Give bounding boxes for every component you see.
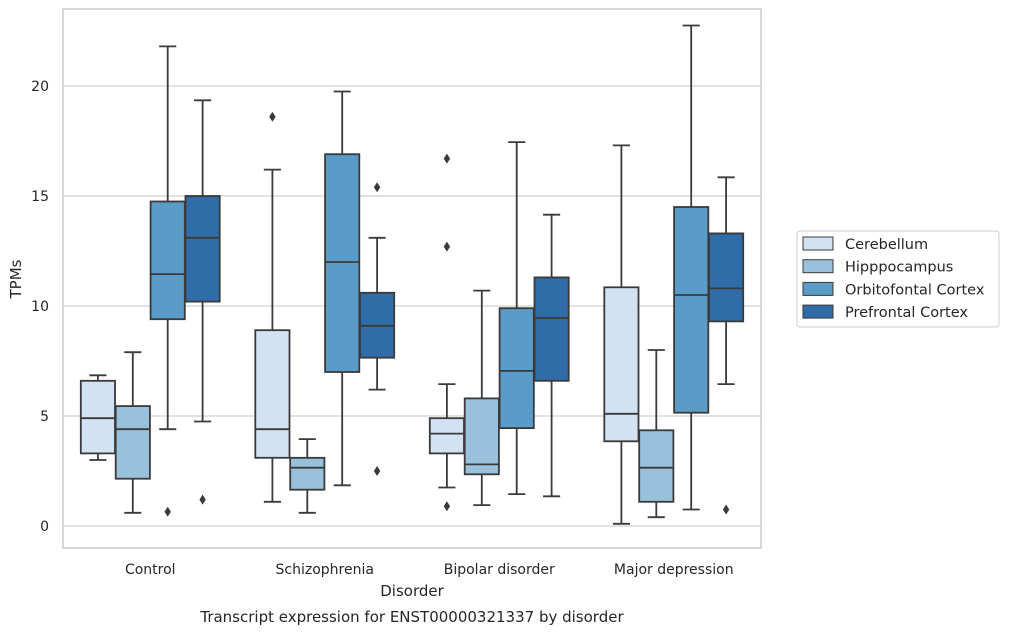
legend-frame xyxy=(796,230,1000,328)
x-tick-label: Bipolar disorder xyxy=(444,562,555,578)
legend-swatch xyxy=(802,304,834,319)
box-1-3 xyxy=(359,182,396,476)
box-0-3 xyxy=(184,99,221,505)
x-tick-label: Control xyxy=(125,562,176,578)
box-iqr xyxy=(324,153,361,373)
box-2-3 xyxy=(533,213,570,498)
outlier-point xyxy=(443,153,451,164)
box-iqr xyxy=(603,286,640,443)
box-1-1 xyxy=(289,438,326,514)
outlier-point xyxy=(722,504,730,515)
chart-caption: Transcript expression for ENST0000032133… xyxy=(199,608,624,626)
box-iqr xyxy=(533,276,570,382)
outlier-point xyxy=(373,466,381,476)
box-2-2 xyxy=(498,141,535,496)
box-iqr xyxy=(428,417,465,455)
box-iqr xyxy=(149,200,186,321)
legend-item: Hipppocampus xyxy=(802,259,953,276)
x-tick-labels: Control Schizophrenia Bipolar disorder Majo… xyxy=(125,562,734,578)
box-iqr xyxy=(114,405,151,480)
box-iqr xyxy=(79,379,116,455)
x-axis-label: Disorder xyxy=(380,582,444,600)
outlier-point xyxy=(373,182,381,193)
box-iqr xyxy=(638,429,675,503)
legend-item: Cerebellum xyxy=(802,236,928,253)
legend-item: Orbitofontal Cortex xyxy=(802,281,985,298)
box-iqr xyxy=(498,307,535,430)
legend-swatch xyxy=(802,281,834,296)
outlier-point xyxy=(443,241,451,252)
box-0-1 xyxy=(114,351,151,514)
legend-label: Hipppocampus xyxy=(845,260,953,276)
box-iqr xyxy=(254,329,291,459)
legend-label: Orbitofontal Cortex xyxy=(845,282,985,298)
y-tick-label: 20 xyxy=(31,79,49,95)
box-3-2 xyxy=(673,24,710,511)
y-tick-label: 0 xyxy=(40,519,49,535)
x-tick-label: Schizophrenia xyxy=(276,562,374,578)
legend-label: Cerebellum xyxy=(845,237,928,253)
legend-swatch xyxy=(802,236,834,251)
y-tick-label: 10 xyxy=(31,299,49,315)
box-iqr xyxy=(673,206,710,414)
y-tick-labels: 0 5 10 15 20 xyxy=(31,79,49,535)
box-iqr xyxy=(463,397,500,476)
y-tick-label: 5 xyxy=(40,409,49,425)
outlier-point xyxy=(199,494,206,505)
box-2-0 xyxy=(428,153,465,512)
box-1-0 xyxy=(254,111,291,503)
outlier-point xyxy=(164,506,171,517)
plot-frame xyxy=(62,8,762,549)
y-axis-label: TPMs xyxy=(7,259,25,299)
box-3-1 xyxy=(638,349,675,519)
box-3-3 xyxy=(708,176,745,515)
y-tick-label: 15 xyxy=(31,189,49,205)
legend-item: Prefrontal Cortex xyxy=(802,304,968,321)
box-0-2 xyxy=(149,45,186,517)
box-iqr xyxy=(289,456,326,491)
box-2-1 xyxy=(463,289,500,507)
box-0-0 xyxy=(79,374,116,461)
box-1-2 xyxy=(324,90,361,487)
boxes xyxy=(79,24,745,525)
legend-label: Prefrontal Cortex xyxy=(845,305,968,321)
box-3-0 xyxy=(603,144,640,525)
legend: Cerebellum Hipppocampus Orbitofontal Corte… xyxy=(796,230,1000,328)
outlier-point xyxy=(269,111,276,122)
x-tick-label: Major depression xyxy=(614,562,734,578)
box-iqr xyxy=(708,232,745,323)
legend-swatch xyxy=(802,259,834,274)
outlier-point xyxy=(443,501,451,512)
box-iqr xyxy=(184,195,221,303)
